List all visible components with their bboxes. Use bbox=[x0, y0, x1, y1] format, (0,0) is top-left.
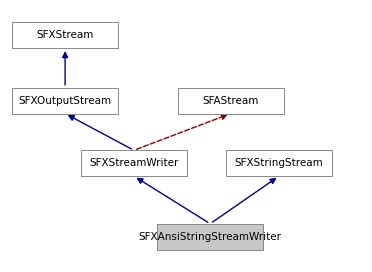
FancyBboxPatch shape bbox=[81, 150, 187, 176]
FancyBboxPatch shape bbox=[178, 88, 283, 114]
Text: SFXAnsiStringStreamWriter: SFXAnsiStringStreamWriter bbox=[139, 232, 282, 242]
Text: SFXStringStream: SFXStringStream bbox=[235, 158, 323, 168]
FancyBboxPatch shape bbox=[12, 23, 118, 48]
Text: SFXStream: SFXStream bbox=[36, 30, 94, 40]
FancyBboxPatch shape bbox=[226, 150, 332, 176]
FancyBboxPatch shape bbox=[157, 224, 263, 250]
Text: SFAStream: SFAStream bbox=[202, 96, 259, 106]
Text: SFXOutputStream: SFXOutputStream bbox=[19, 96, 112, 106]
Text: SFXStreamWriter: SFXStreamWriter bbox=[89, 158, 179, 168]
FancyBboxPatch shape bbox=[12, 88, 118, 114]
